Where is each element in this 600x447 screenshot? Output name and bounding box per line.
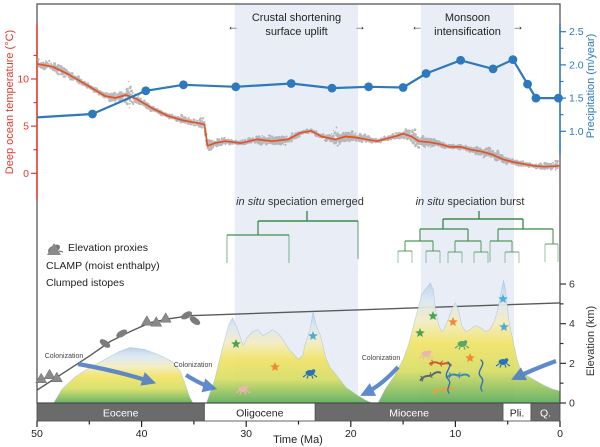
tick-label: 4 [569, 318, 575, 330]
tick-label: 20 [345, 428, 357, 440]
tick-label: 0 [569, 398, 575, 410]
speciation-emerged-rest: speciation emerged [264, 196, 364, 208]
frog-icon [235, 385, 251, 395]
annotation-line: Crustal shortening [251, 12, 342, 24]
temperature-smoothed-line [36, 63, 561, 168]
tick-label: 5 [23, 121, 29, 133]
flower-icon [308, 331, 318, 340]
colonization-arrows [77, 359, 557, 396]
epoch-label: Oligocene [236, 408, 283, 420]
flower-icon [465, 353, 475, 362]
right-arrow-icon: → [354, 19, 366, 33]
tick-label: 10 [17, 74, 29, 86]
flower-icon [499, 322, 509, 331]
flower-icon [231, 339, 241, 348]
elevation-axis-title: Elevation (km) [585, 305, 597, 377]
epoch-label: Eocene [103, 408, 139, 420]
clumped-isotope-triangle-icon [50, 371, 63, 382]
epoch-label: Miocene [389, 408, 429, 420]
flower-icon [415, 328, 425, 337]
clumped-isotope-triangle-icon [43, 368, 56, 379]
flower-icon [498, 294, 508, 303]
time-axis-title: Time (Ma) [273, 434, 323, 446]
frog-icon [495, 358, 511, 368]
flower-icon [270, 362, 280, 371]
frog-icon [302, 369, 318, 379]
elevation-proxies-legend: Elevation proxies CLAMP (moist enthalpy)… [46, 242, 160, 294]
tick-label: 2.5 [569, 26, 584, 38]
clumped-isotope-triangle-icon [150, 316, 163, 327]
annotation-line: surface uplift [265, 25, 328, 38]
frog-icon [454, 340, 470, 350]
colonization-label: Colonization [173, 362, 213, 369]
right-arrow-icon: → [512, 19, 524, 33]
legend-item-clamp: CLAMP (moist enthalpy) [46, 244, 160, 272]
clumped-isotope-triangle-icon [159, 312, 172, 323]
elevation-proxy-markers [35, 311, 201, 383]
speciation-emerged-tree [226, 211, 359, 263]
colonization-arrow-icon [77, 361, 157, 386]
annotation-line: intensification [434, 25, 501, 38]
crustal-shortening-annotation: ← → Crustal shortening surface uplift [225, 12, 368, 40]
snake-icon [445, 361, 451, 394]
left-arrow-icon: ← [227, 19, 239, 33]
tick-label: 30 [240, 428, 252, 440]
speciation-burst-rest: speciation burst [444, 196, 525, 208]
colonization-label: Colonization [361, 355, 401, 362]
geologic-epoch-bar: Eocene Oligocene Miocene Pli. Q. [36, 402, 561, 422]
colonization-arrow-icon [184, 373, 218, 393]
tick-label: 10 [450, 428, 462, 440]
legend-item-label: Clumped istopes [46, 277, 125, 289]
phylogenetic-trees [226, 211, 559, 263]
tick-label: 0 [23, 168, 29, 180]
tick-label: 40 [136, 428, 148, 440]
speciation-emerged-label: in situ speciation emerged [236, 196, 364, 208]
flower-icon [428, 311, 438, 320]
lizard-icon [446, 372, 471, 379]
tick-label: 6 [569, 279, 575, 291]
frog-icon [418, 350, 434, 360]
precipitation-line [36, 58, 559, 119]
legend-title: Elevation proxies [68, 242, 148, 254]
speciation-burst-label: in situ speciation burst [416, 196, 525, 208]
tick-label: 50 [31, 428, 43, 440]
left-arrow-icon: ← [411, 19, 423, 33]
fauna-flora-icons [231, 294, 511, 395]
precipitation-axis-title: Precipitation (m/year) [585, 33, 597, 139]
lizard-icon [432, 386, 455, 395]
clumped-isotope-triangle-icon [47, 243, 61, 255]
monsoon-annotation: ← → Monsoon intensification [409, 12, 526, 40]
tick-label: 1.5 [569, 93, 584, 105]
precipitation-points [88, 55, 563, 119]
clamp-leaf-icon [189, 316, 201, 326]
annotation-line: Monsoon [444, 12, 491, 24]
clamp-leaf-icon [116, 329, 128, 338]
tick-label: 2 [569, 358, 575, 370]
tick-label: 2.0 [569, 59, 584, 71]
clumped-isotope-triangle-icon [35, 372, 48, 383]
lizard-icon [419, 371, 442, 382]
speciation-burst-italic: in situ [415, 196, 445, 208]
epoch-label: Pli. [510, 408, 525, 420]
snake-icon [478, 359, 484, 392]
speciation-burst-tree [397, 211, 559, 263]
colonization-label: Colonization [44, 353, 84, 360]
flower-icon [448, 317, 458, 326]
clamp-leaf-icon [99, 339, 111, 348]
speciation-emerged-italic: in situ [236, 196, 265, 208]
clumped-isotope-triangle-icon [140, 315, 153, 326]
legend-item-label: CLAMP (moist enthalpy) [46, 260, 160, 272]
tick-label: 1.0 [569, 126, 584, 138]
legend-item-clumped-isotopes: Clumped istopes [46, 243, 160, 289]
tick-label: 0 [557, 428, 563, 440]
epoch-label: Q. [540, 408, 551, 420]
colonization-arrow-icon [511, 359, 557, 381]
colonization-arrow-icon [360, 365, 400, 396]
temperature-axis-title: Deep ocean temperature (°C) [4, 29, 16, 175]
clamp-leaf-icon [181, 311, 193, 320]
